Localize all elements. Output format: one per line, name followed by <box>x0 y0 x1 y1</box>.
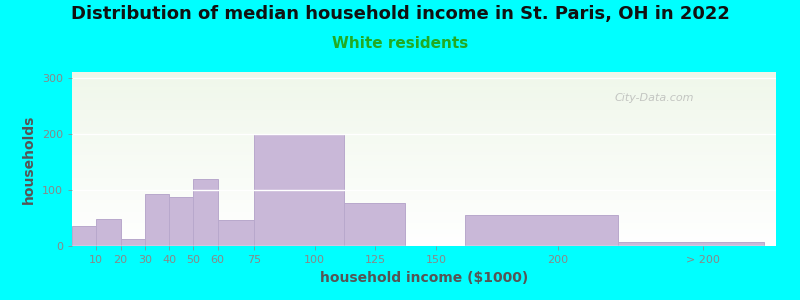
Bar <box>466 214 618 246</box>
X-axis label: household income ($1000): household income ($1000) <box>320 271 528 285</box>
Bar <box>169 196 194 246</box>
Bar <box>618 242 764 246</box>
Y-axis label: households: households <box>22 114 36 204</box>
Text: White residents: White residents <box>332 36 468 51</box>
Text: Distribution of median household income in St. Paris, OH in 2022: Distribution of median household income … <box>70 4 730 22</box>
Bar <box>344 203 405 246</box>
Bar <box>121 239 145 246</box>
Bar <box>72 226 96 246</box>
Bar <box>254 134 344 246</box>
Bar <box>218 220 254 246</box>
Bar <box>96 219 121 246</box>
Bar <box>145 194 169 246</box>
Bar <box>194 178 218 246</box>
Text: City-Data.com: City-Data.com <box>614 93 694 103</box>
